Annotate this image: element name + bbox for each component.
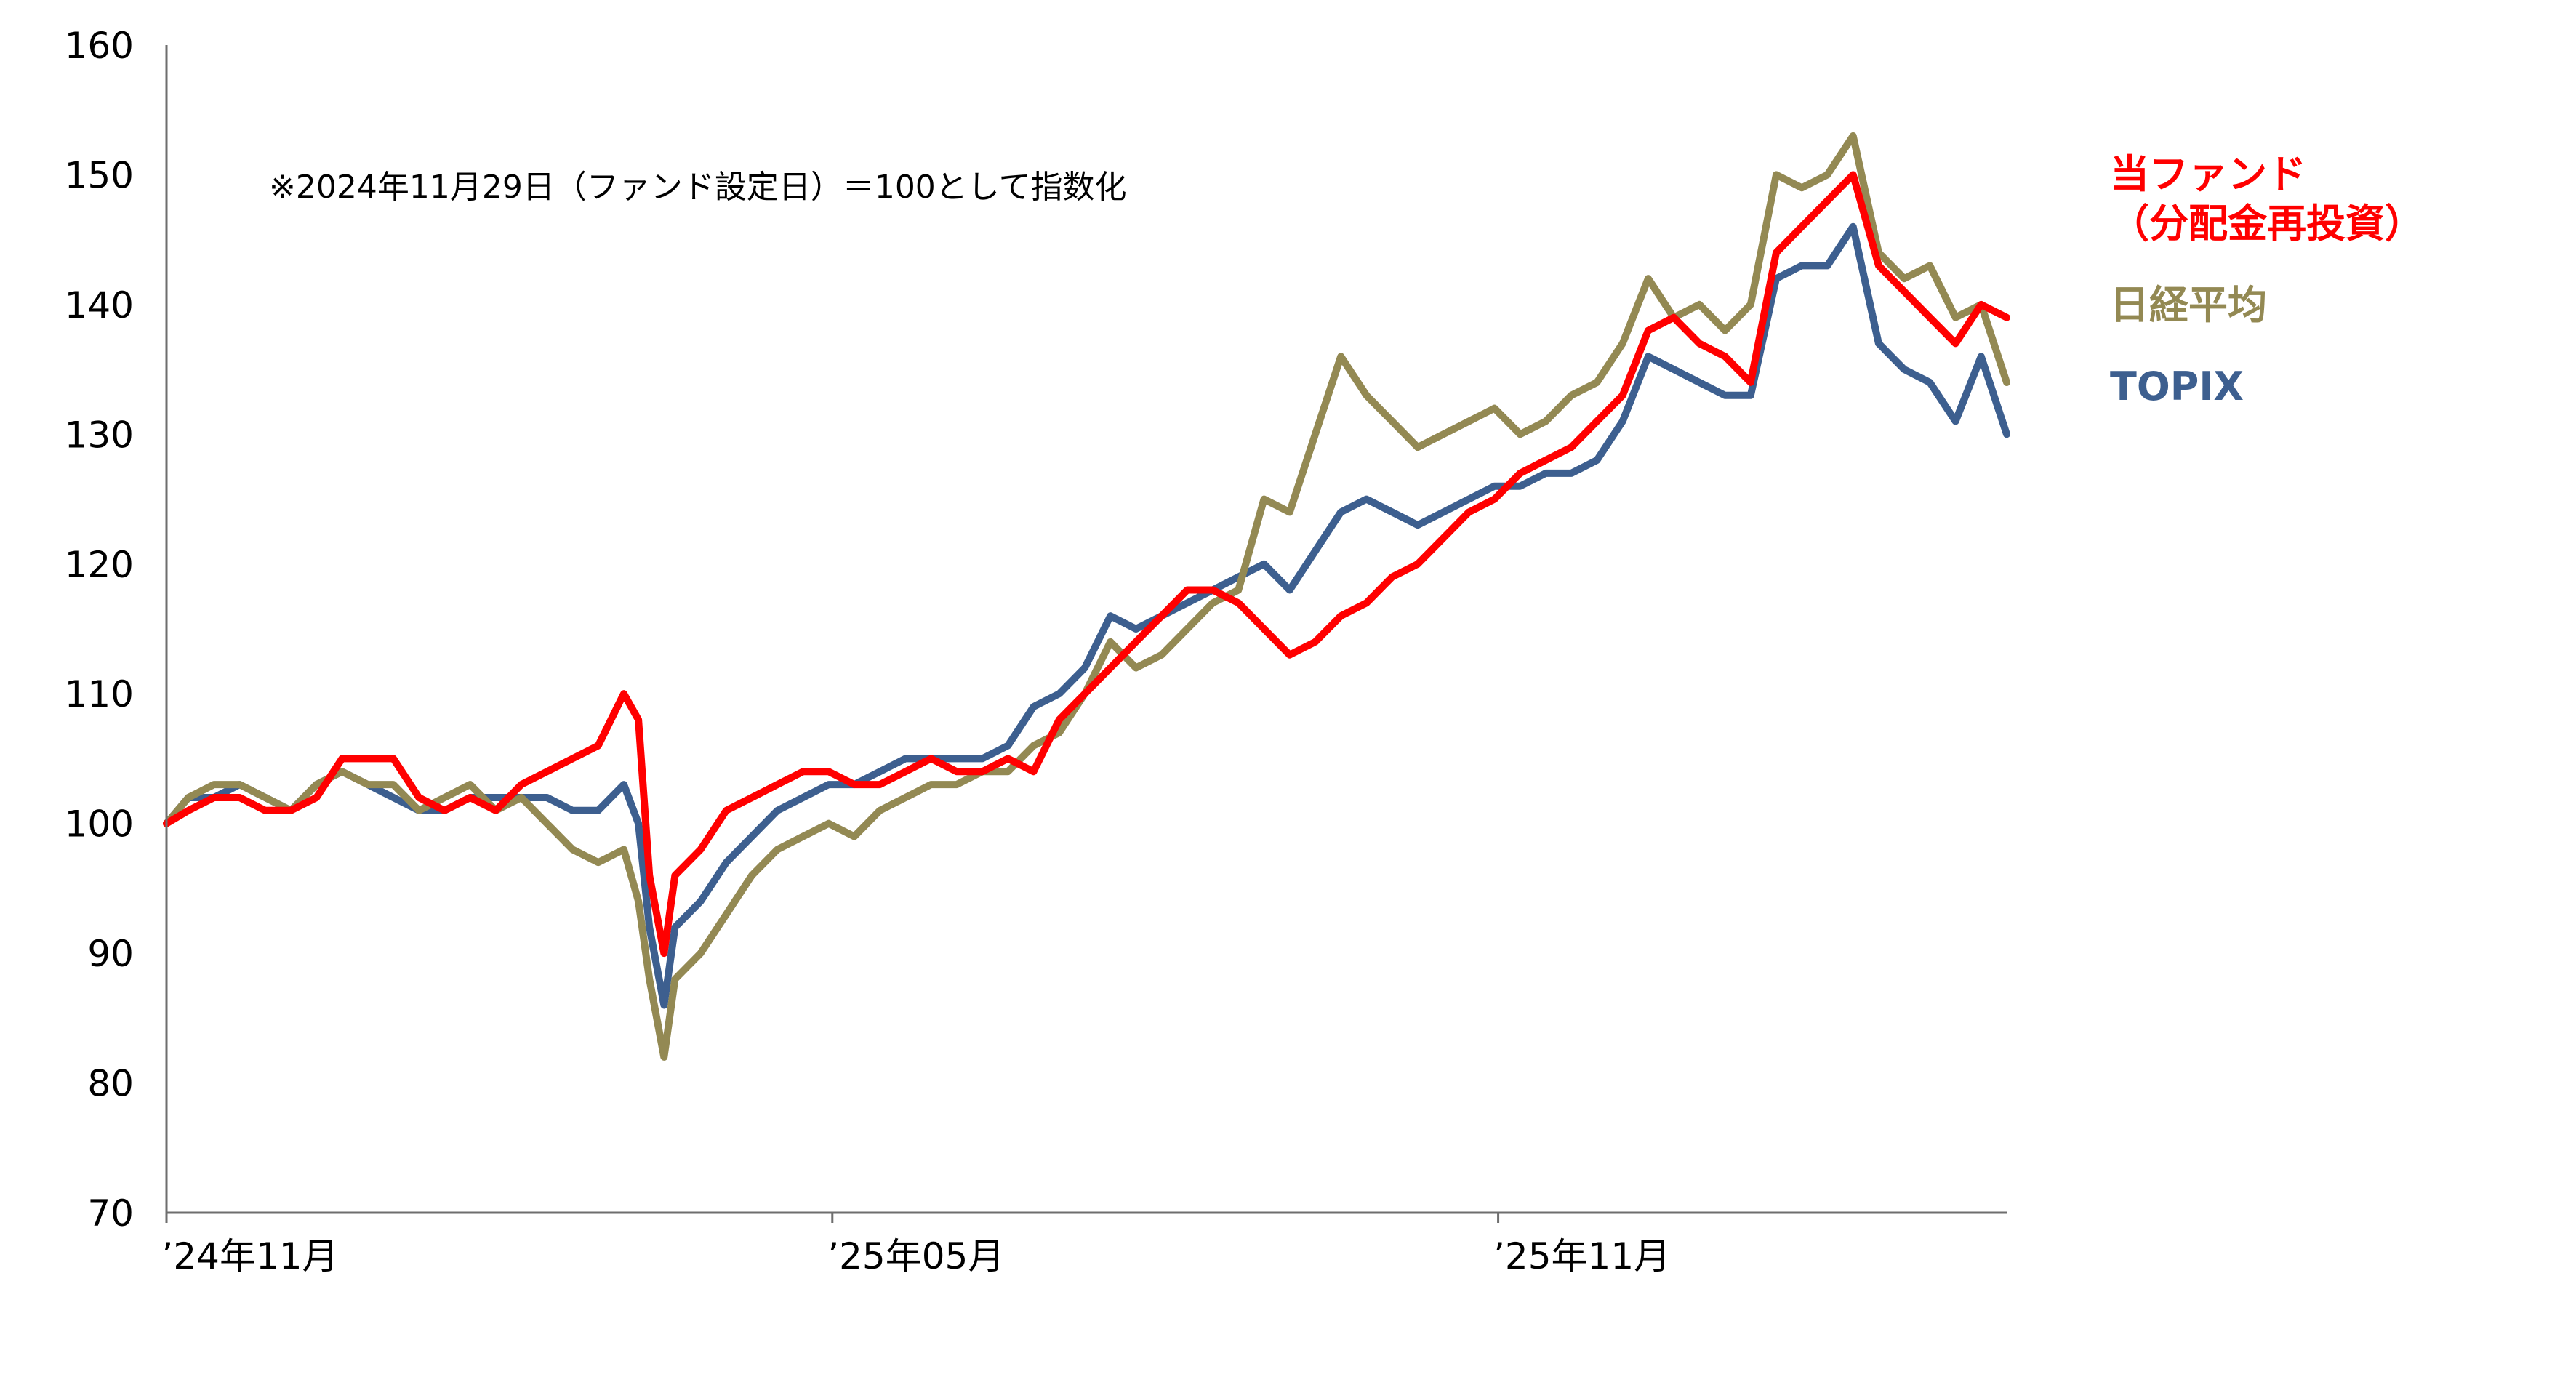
legend-fund-line-2: （分配金再投資） [2110,201,2424,246]
legend: 当ファンド（分配金再投資） 日経平均 TOPIX [2110,151,2424,409]
y-tick-label: 80 [87,1063,134,1105]
y-tick-label: 130 [65,414,134,456]
y-tick-label: 120 [65,544,134,586]
y-tick-labels: 160 150 140 130 120 110 100 90 80 70 [65,25,134,1235]
y-tick-label: 160 [65,25,134,67]
legend-nikkei: 日経平均 [2110,282,2267,328]
series-lines [163,132,2010,1061]
y-tick-label: 70 [87,1192,134,1235]
chart-note: ※2024年11月29日（ファンド設定日）＝100として指数化 [269,169,1126,206]
y-tick-label: 110 [65,673,134,715]
topix-series-line [163,222,2010,1009]
x-tick-label: ’25年05月 [827,1235,1004,1277]
y-tick-label: 140 [65,284,134,326]
x-tick-label: ’24年11月 [161,1235,338,1277]
y-tick-label: 100 [65,803,134,846]
x-tick-label: ’25年11月 [1493,1235,1670,1277]
legend-fund-line-1: 当ファンド [2110,151,2306,197]
nikkei-series-line [163,132,2010,1061]
x-tick-labels: ’24年11月 ’25年05月 ’25年11月 [161,1213,1670,1277]
y-tick-label: 90 [87,933,134,975]
fund-series-line [163,171,2010,958]
legend-topix: TOPIX [2110,364,2244,409]
y-tick-label: 150 [65,154,134,196]
axes [165,45,2007,1214]
